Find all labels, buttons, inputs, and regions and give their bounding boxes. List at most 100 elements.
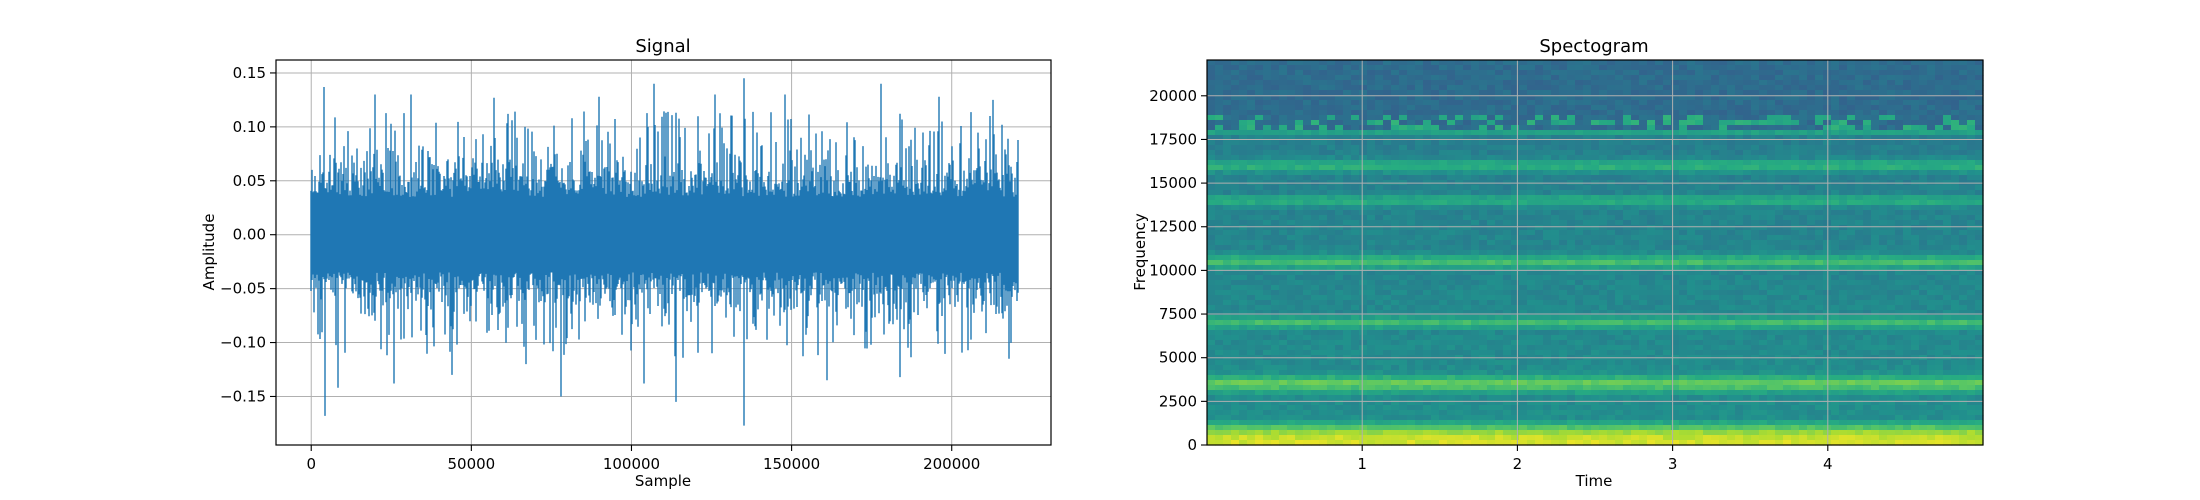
spectrogram-cell [1799, 75, 1808, 81]
spectrogram-cell [1911, 115, 1920, 121]
spectrogram-cell [1679, 145, 1688, 151]
spectrogram-cell [1471, 75, 1480, 81]
spectrogram-cell [1439, 120, 1448, 126]
spectrogram-cell [1839, 200, 1848, 206]
spectrogram-cell [1447, 225, 1456, 231]
spectrogram-cell [1735, 115, 1744, 121]
spectrogram-cell [1759, 245, 1768, 251]
spectrogram-cell [1935, 155, 1944, 161]
spectrogram-cell [1775, 200, 1784, 206]
spectrogram-cell [1671, 75, 1680, 81]
spectrogram-cell [1359, 80, 1368, 86]
spectrogram-cell [1943, 265, 1952, 271]
spectrogram-cell [1711, 295, 1720, 301]
spectrogram-cell [1679, 205, 1688, 211]
spectrogram-cell [1327, 290, 1336, 296]
spectrogram-cell [1407, 170, 1416, 176]
spectrogram-cell [1447, 255, 1456, 261]
spectrogram-cell [1767, 295, 1776, 301]
spectrogram-cell [1399, 80, 1408, 86]
spectrogram-cell [1551, 115, 1560, 121]
spectrogram-cell [1759, 135, 1768, 141]
spectrogram-cell [1679, 195, 1688, 201]
spectrogram-cell [1911, 175, 1920, 181]
spectrogram-cell [1927, 165, 1936, 171]
spectrogram-cell [1655, 185, 1664, 191]
spectrogram-cell [1287, 90, 1296, 96]
spectrogram-cell [1711, 150, 1720, 156]
spectrogram-cell [1383, 185, 1392, 191]
spectrogram-cell [1383, 105, 1392, 111]
spectrogram-cell [1487, 215, 1496, 221]
spectrogram-cell [1879, 135, 1888, 141]
spectrogram-cell [1575, 245, 1584, 251]
spectrogram-cell [1895, 265, 1904, 271]
spectrogram-cell [1911, 235, 1920, 241]
spectrogram-cell [1895, 175, 1904, 181]
spectrogram-cell [1455, 75, 1464, 81]
spectrogram-cell [1751, 175, 1760, 181]
spectrogram-cell [1511, 300, 1520, 306]
spectrogram-cell [1583, 285, 1592, 291]
spectrogram-cell [1615, 75, 1624, 81]
spectrogram-cell [1879, 210, 1888, 216]
spectrogram-cell [1471, 190, 1480, 196]
spectrogram-cell [1231, 235, 1240, 241]
spectrogram-cell [1759, 185, 1768, 191]
spectrogram-cell [1799, 260, 1808, 266]
spectrogram-cell [1711, 205, 1720, 211]
spectrogram-cell [1679, 100, 1688, 106]
spectrogram-cell [1471, 65, 1480, 71]
spectrogram-cell [1287, 305, 1296, 311]
spectrogram-cell [1687, 255, 1696, 261]
spectrogram-cell [1871, 280, 1880, 286]
spectrogram-cell [1663, 85, 1672, 91]
spectrogram-cell [1847, 250, 1856, 256]
spectrogram-cell [1719, 295, 1728, 301]
spectrogram-cell [1247, 310, 1256, 316]
spectrogram-cell [1911, 190, 1920, 196]
spectrogram-cell [1295, 140, 1304, 146]
spectrogram-cell [1519, 140, 1528, 146]
spectrogram-cell [1343, 130, 1352, 136]
spectrogram-cell [1903, 110, 1912, 116]
spectrogram-cell [1399, 240, 1408, 246]
spectrogram-cell [1847, 270, 1856, 276]
spectrogram-cell [1239, 215, 1248, 221]
spectrogram-cell [1295, 175, 1304, 181]
spectrogram-cell [1687, 285, 1696, 291]
spectrogram-cell [1783, 105, 1792, 111]
spectrogram-cell [1871, 200, 1880, 206]
spectrogram-cell [1511, 235, 1520, 241]
spectrogram-cell [1807, 200, 1816, 206]
spectrogram-cell [1831, 215, 1840, 221]
spectrogram-cell [1455, 135, 1464, 141]
spectrogram-cell [1231, 105, 1240, 111]
spectrogram-cell [1223, 160, 1232, 166]
spectrogram-cell [1471, 135, 1480, 141]
spectrogram-cell [1679, 160, 1688, 166]
spectrogram-cell [1271, 260, 1280, 266]
spectrogram-cell [1655, 165, 1664, 171]
spectrogram-cell [1895, 150, 1904, 156]
spectrogram-cell [1503, 255, 1512, 261]
spectrogram-cell [1503, 95, 1512, 101]
spectrogram-cell [1271, 300, 1280, 306]
spectrogram-cell [1535, 130, 1544, 136]
spectrogram-cell [1847, 225, 1856, 231]
spectrogram-cell [1615, 215, 1624, 221]
spectrogram-cell [1527, 300, 1536, 306]
spectrogram-cell [1639, 285, 1648, 291]
spectrogram-cell [1727, 305, 1736, 311]
spectrogram-cell [1527, 245, 1536, 251]
spectrogram-cell [1599, 125, 1608, 131]
signal-x-tick-label: 100000 [603, 455, 660, 473]
spectrogram-cell [1807, 135, 1816, 141]
spectrogram-cell [1551, 195, 1560, 201]
spectrogram-cell [1391, 165, 1400, 171]
spectrogram-cell [1399, 210, 1408, 216]
spectrogram-cell [1311, 150, 1320, 156]
spectrogram-cell [1655, 240, 1664, 246]
spectrogram-cell [1423, 160, 1432, 166]
spectrogram-cell [1831, 240, 1840, 246]
